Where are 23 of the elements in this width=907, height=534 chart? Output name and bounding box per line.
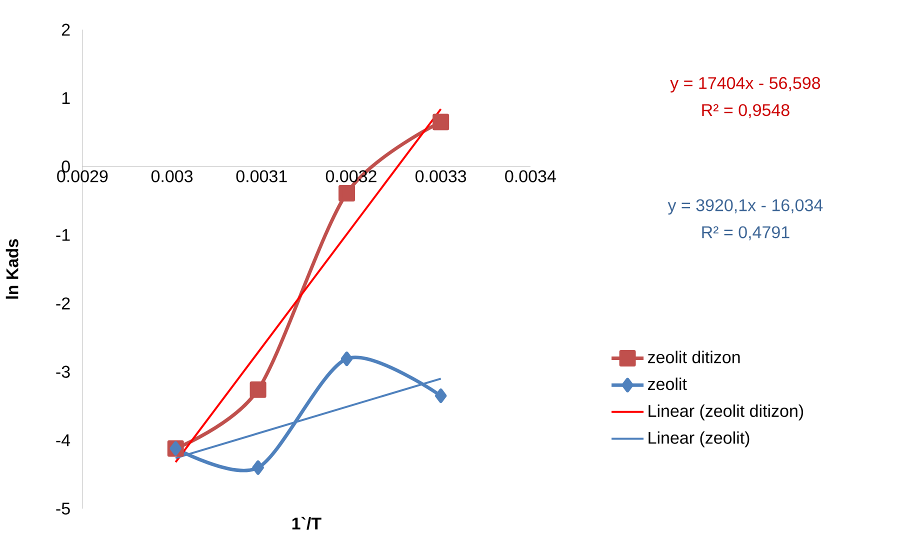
x-tick-label: 0.0031	[236, 170, 287, 182]
y-tick-label: -2	[56, 297, 70, 310]
y-tick-label: 0	[62, 160, 70, 173]
legend-label: zeolit ditizon	[648, 350, 740, 364]
y-axis-title: ln Kads	[6, 239, 18, 299]
x-axis-title: 1`/T	[292, 516, 322, 530]
y-tick-label: -1	[56, 229, 70, 241]
y-tick-label: 1	[62, 92, 70, 104]
legend-label: Linear (zeolit ditizon)	[648, 404, 804, 420]
text: R² = 0,4791	[702, 226, 790, 240]
y-tick-label: -5	[56, 502, 70, 515]
x-tick-label: 0.0033	[415, 170, 466, 182]
text: R² = 0,9548	[702, 104, 790, 118]
y-tick-label: -3	[56, 366, 70, 378]
x-tick-label: 0.0029	[57, 170, 108, 182]
text: y = 17404x - 56,598	[670, 77, 820, 92]
legend-label: Linear (zeolit)	[648, 431, 750, 448]
y-tick-label: 2	[62, 24, 70, 36]
x-tick-label: 0.003	[151, 170, 193, 182]
x-tick-label: 0.0034	[505, 170, 556, 182]
text: y = 3920,1x - 16,034	[668, 199, 823, 215]
legend-label: zeolit	[648, 378, 687, 390]
y-tick-label: -4	[56, 434, 70, 446]
